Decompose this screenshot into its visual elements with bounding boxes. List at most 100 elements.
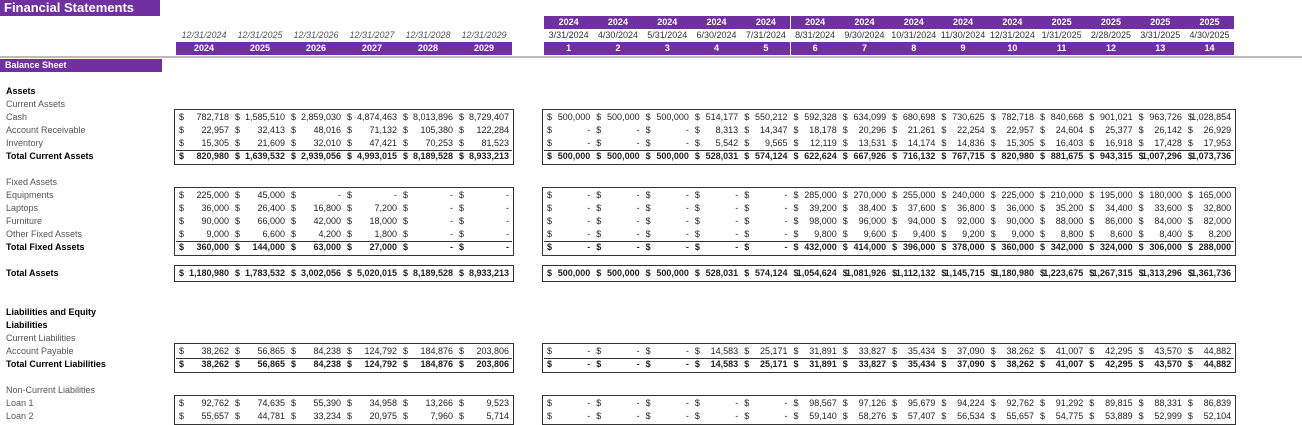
cell-value: 5,020,015 bbox=[356, 268, 397, 278]
cell-value: - bbox=[784, 242, 788, 252]
currency-symbol: $ bbox=[1138, 242, 1144, 252]
currency-symbol: $ bbox=[1040, 203, 1046, 213]
row-label: Liabilities and Equity bbox=[6, 307, 97, 317]
cell-value: - bbox=[735, 203, 739, 213]
cell-value: 9,800 bbox=[814, 229, 837, 239]
cell-value: 48,016 bbox=[313, 125, 341, 135]
currency-symbol: $ bbox=[1040, 398, 1046, 408]
currency-symbol: $ bbox=[744, 203, 750, 213]
currency-symbol: $ bbox=[403, 346, 409, 356]
currency-symbol: $ bbox=[694, 151, 700, 161]
cell-value: 1,639,532 bbox=[244, 151, 285, 161]
currency-symbol: $ bbox=[1187, 125, 1193, 135]
row-label: Current Liabilities bbox=[6, 333, 76, 343]
annual-date: 12/31/2024 bbox=[181, 30, 227, 40]
currency-symbol: $ bbox=[1089, 203, 1095, 213]
annual-year: 2024 bbox=[176, 42, 232, 55]
cell-value: 8,933,213 bbox=[468, 268, 509, 278]
currency-symbol: $ bbox=[347, 398, 353, 408]
currency-symbol: $ bbox=[1138, 411, 1144, 421]
currency-symbol: $ bbox=[596, 346, 602, 356]
cell-value: 58,276 bbox=[858, 411, 887, 421]
cell-value: 34,400 bbox=[1105, 203, 1133, 213]
currency-symbol: $ bbox=[645, 242, 651, 252]
cell-value: 9,400 bbox=[912, 229, 936, 239]
month-period: 4 bbox=[691, 42, 742, 55]
month-year: 2024 bbox=[741, 16, 791, 29]
currency-symbol: $ bbox=[793, 411, 799, 421]
cell-value: - bbox=[587, 346, 591, 356]
month-period: 1 bbox=[544, 42, 594, 55]
cell-value: 225,000 bbox=[196, 190, 229, 200]
cell-value: 270,000 bbox=[853, 190, 887, 200]
currency-symbol: $ bbox=[694, 203, 700, 213]
currency-symbol: $ bbox=[1040, 190, 1046, 200]
currency-symbol: $ bbox=[793, 112, 799, 122]
cell-value: - bbox=[685, 398, 689, 408]
currency-symbol: $ bbox=[694, 125, 700, 135]
cell-value: 92,762 bbox=[201, 398, 229, 408]
currency-symbol: $ bbox=[347, 190, 353, 200]
currency-symbol: $ bbox=[1040, 242, 1046, 252]
currency-symbol: $ bbox=[990, 138, 996, 148]
cell-value: 47,421 bbox=[369, 138, 397, 148]
row-label: Inventory bbox=[6, 138, 44, 148]
total-border bbox=[544, 150, 1235, 151]
cell-value: 4,993,015 bbox=[356, 151, 397, 161]
cell-value: 44,882 bbox=[1203, 346, 1232, 356]
currency-symbol: $ bbox=[744, 229, 750, 239]
currency-symbol: $ bbox=[990, 346, 996, 356]
currency-symbol: $ bbox=[403, 242, 409, 252]
cell-value: 124,792 bbox=[364, 359, 397, 369]
month-period: 11 bbox=[1037, 42, 1087, 55]
currency-symbol: $ bbox=[941, 203, 947, 213]
cell-value: - bbox=[338, 190, 341, 200]
row-label: Total Assets bbox=[6, 268, 59, 278]
total-border bbox=[544, 358, 1235, 359]
row-label: Account Receivable bbox=[6, 125, 86, 135]
currency-symbol: $ bbox=[291, 138, 297, 148]
cell-value: 15,305 bbox=[1006, 138, 1034, 148]
cell-value: - bbox=[636, 411, 640, 421]
month-year: 2024 bbox=[593, 16, 643, 29]
cell-value: 16,800 bbox=[313, 203, 341, 213]
currency-symbol: $ bbox=[990, 268, 996, 278]
annual-year: 2027 bbox=[344, 42, 400, 55]
cell-value: 820,980 bbox=[196, 151, 229, 161]
currency-symbol: $ bbox=[744, 151, 750, 161]
cell-value: 13,266 bbox=[425, 398, 453, 408]
cell-value: 16,918 bbox=[1105, 138, 1133, 148]
currency-symbol: $ bbox=[990, 229, 996, 239]
cell-value: 17,953 bbox=[1203, 138, 1232, 148]
cell-value: 14,583 bbox=[710, 346, 739, 356]
cell-value: 550,212 bbox=[754, 112, 788, 122]
currency-symbol: $ bbox=[403, 268, 409, 278]
currency-symbol: $ bbox=[941, 125, 947, 135]
annual-date: 12/31/2027 bbox=[349, 30, 395, 40]
cell-value: 1,783,532 bbox=[244, 268, 285, 278]
cell-value: 1,267,315 bbox=[1092, 268, 1133, 278]
cell-value: - bbox=[587, 411, 591, 421]
cell-value: 7,200 bbox=[374, 203, 397, 213]
cell-value: 500,000 bbox=[607, 112, 640, 122]
currency-symbol: $ bbox=[892, 216, 898, 226]
currency-symbol: $ bbox=[1040, 411, 1046, 421]
currency-symbol: $ bbox=[179, 138, 185, 148]
currency-symbol: $ bbox=[990, 203, 996, 213]
cell-value: 500,000 bbox=[656, 112, 689, 122]
cell-value: 35,434 bbox=[907, 346, 936, 356]
currency-symbol: $ bbox=[179, 398, 185, 408]
currency-symbol: $ bbox=[235, 398, 241, 408]
section-header: Balance Sheet bbox=[0, 59, 162, 72]
currency-symbol: $ bbox=[235, 242, 241, 252]
cell-value: 14,836 bbox=[957, 138, 985, 148]
currency-symbol: $ bbox=[596, 151, 602, 161]
cell-value: 92,762 bbox=[1006, 398, 1034, 408]
cell-value: - bbox=[450, 229, 453, 239]
cell-value: 963,726 bbox=[1149, 112, 1182, 122]
cell-value: 55,390 bbox=[313, 398, 341, 408]
currency-symbol: $ bbox=[291, 398, 297, 408]
currency-symbol: $ bbox=[235, 346, 241, 356]
row-label: Liabilities bbox=[6, 320, 48, 330]
